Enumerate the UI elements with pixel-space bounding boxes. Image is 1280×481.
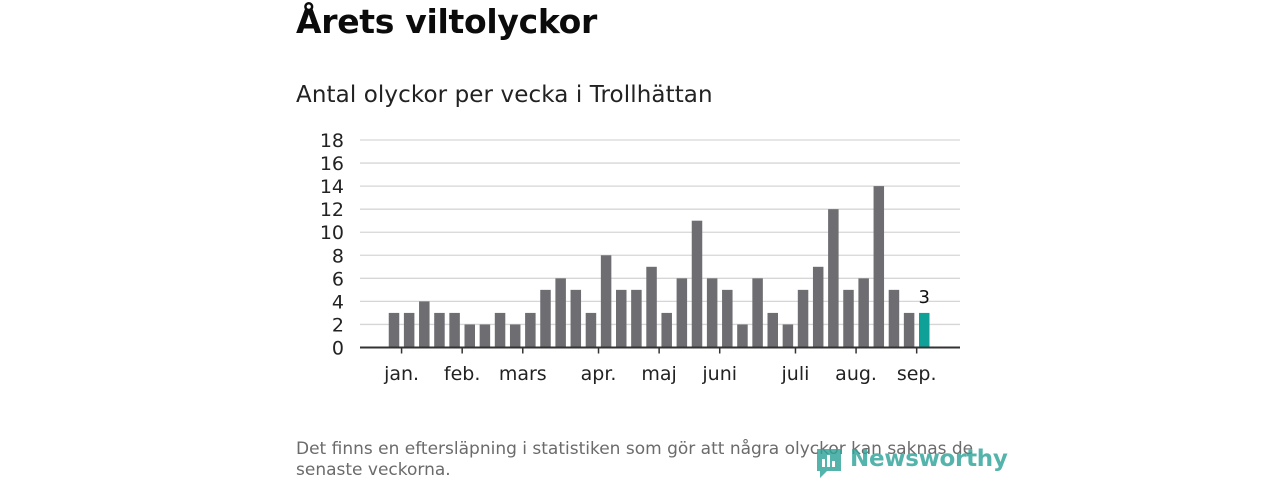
x-tick-label: feb.	[444, 363, 480, 385]
bar	[843, 289, 854, 348]
bar	[676, 278, 688, 348]
chart-subtitle: Antal olyckor per vecka i Trollhättan	[296, 82, 713, 108]
bar	[616, 289, 627, 348]
bar	[585, 312, 597, 348]
x-tick-label: apr.	[581, 363, 617, 385]
x-tick-label: mars	[499, 363, 547, 385]
y-tick-label: 2	[332, 314, 344, 336]
bar	[752, 278, 763, 348]
x-tick-label: juni	[701, 363, 737, 385]
y-tick-label: 8	[332, 245, 344, 267]
bar	[509, 324, 521, 348]
bar	[631, 289, 642, 348]
newsworthy-logo: Newsworthy	[814, 446, 1008, 480]
bar	[737, 324, 748, 348]
chart-title: Årets viltolyckor	[296, 2, 597, 41]
bar	[767, 312, 778, 348]
bar	[419, 301, 430, 348]
y-tick-label: 12	[320, 199, 344, 221]
bar	[828, 209, 839, 348]
bar	[888, 289, 900, 348]
x-tick-label: juli	[781, 363, 810, 385]
bar	[691, 220, 703, 348]
bar	[873, 186, 885, 348]
bar	[388, 312, 400, 348]
bar	[646, 266, 657, 348]
bar	[661, 312, 672, 348]
x-tick-label: aug.	[835, 363, 877, 385]
y-tick-label: 16	[320, 153, 344, 175]
newsworthy-logo-icon	[817, 449, 841, 478]
footnote: Det finns en eftersläpning i statistiken…	[296, 439, 974, 480]
bar	[600, 255, 612, 348]
x-tick-label: maj	[641, 363, 676, 385]
y-tick-label: 18	[320, 130, 344, 152]
bar	[812, 266, 824, 348]
y-tick-label: 10	[320, 222, 344, 244]
y-tick-label: 4	[332, 291, 344, 313]
bar	[434, 312, 445, 348]
x-tick-label: sep.	[897, 363, 937, 385]
x-tick-label: jan.	[383, 363, 419, 385]
bar	[464, 324, 475, 348]
bar	[858, 278, 869, 348]
data-label: 3	[919, 287, 930, 308]
y-tick-label: 6	[332, 268, 344, 290]
bar	[782, 324, 794, 348]
bar	[403, 312, 415, 348]
bar	[706, 278, 718, 348]
newsworthy-logo-text: Newsworthy	[850, 446, 1008, 472]
bar	[903, 312, 915, 348]
bar	[555, 278, 566, 348]
bar	[494, 312, 506, 348]
bar	[449, 312, 460, 348]
y-tick-label: 14	[320, 176, 344, 198]
bar	[722, 289, 733, 348]
bar	[479, 324, 491, 348]
highlight-bar	[919, 312, 930, 348]
y-tick-label: 0	[332, 338, 344, 360]
bar	[540, 289, 551, 348]
bar	[525, 312, 536, 348]
bar	[797, 289, 809, 348]
bar	[570, 289, 582, 348]
